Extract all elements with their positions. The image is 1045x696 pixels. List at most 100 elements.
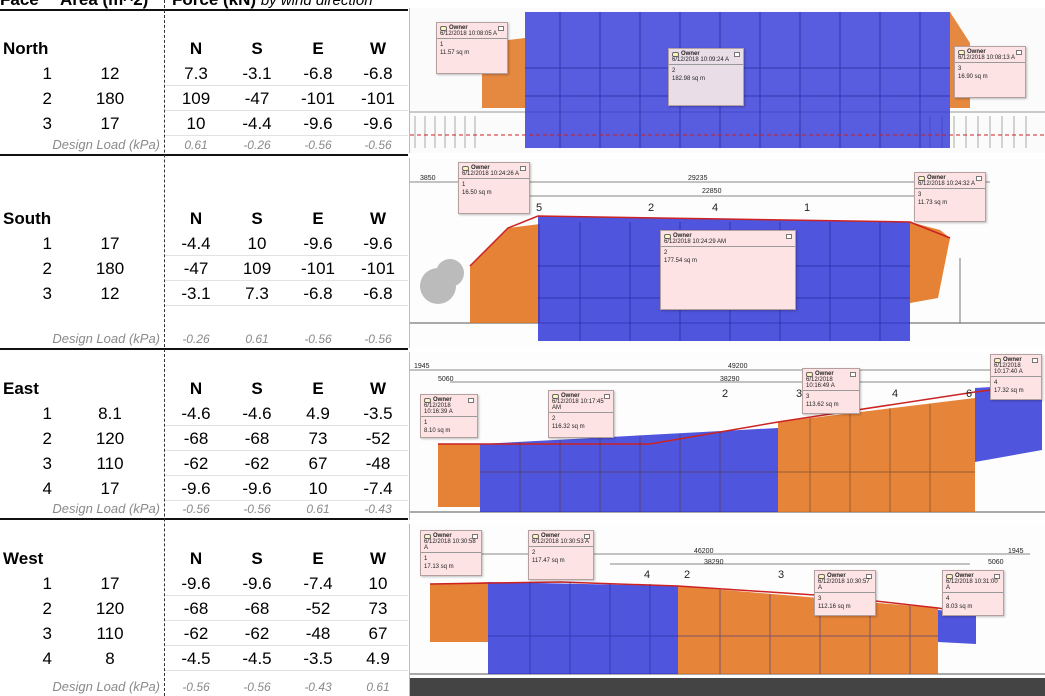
note-date: 6/12/2018 10:16:39 A xyxy=(421,403,477,417)
note-box-icon xyxy=(604,393,610,399)
force-cell: 4.9 xyxy=(306,404,330,423)
annotation-note[interactable]: Owner 6/12/2018 10:30:53 A 2 117.47 sq m xyxy=(528,530,594,580)
force-cell: -9.6 xyxy=(242,479,272,498)
design-load-cell: -0.43 xyxy=(304,680,332,694)
note-box-icon xyxy=(1016,49,1022,55)
region-callout: 4 xyxy=(644,569,651,581)
comment-icon xyxy=(918,175,925,181)
dimension-label: 46200 xyxy=(694,548,714,555)
design-load-label: Design Load (kPa) xyxy=(52,331,160,346)
south-elevation-panel[interactable]: 3850 29235 22850 5 2 4 1 Owner 6/12/2018… xyxy=(409,158,1045,348)
note-date: 6/12/2018 10:08:13 A xyxy=(955,55,1025,63)
direction-header: N xyxy=(189,209,203,228)
face-header-row: West N S E W xyxy=(0,546,408,571)
design-load-cell: -0.56 xyxy=(243,680,271,694)
area-cell: 17 xyxy=(100,234,120,253)
annotation-note[interactable]: Owner 6/12/2018 10:17:40 A 4 17.32 sq m xyxy=(990,354,1042,400)
annotation-note[interactable]: Owner 6/12/2018 10:30:57 A 3 112.16 sq m xyxy=(814,570,876,616)
annotation-note[interactable]: Owner 6/12/2018 10:17:45 AM 2 116.32 sq m xyxy=(548,390,614,438)
design-load-cell: 0.61 xyxy=(184,138,208,152)
table-header: Face Area (m^2) Force (kN) by wind direc… xyxy=(0,0,408,10)
annotation-note[interactable]: Owner 6/12/2018 10:16:49 A 3 113.62 sq m xyxy=(802,368,860,414)
direction-header: S xyxy=(251,209,263,228)
force-cell: -47 xyxy=(183,259,209,278)
design-load-label: Design Load (kPa) xyxy=(52,679,160,694)
comment-icon xyxy=(664,233,671,239)
annotation-note[interactable]: Owner 6/12/2018 10:24:29 AM 2 177.54 sq m xyxy=(660,230,796,310)
force-cell: -9.6 xyxy=(242,574,272,593)
grid-line xyxy=(165,280,408,281)
dimension-label: 1945 xyxy=(1008,548,1024,555)
row-index: 2 xyxy=(42,89,52,108)
direction-header: S xyxy=(251,549,263,568)
note-date: 6/12/2018 10:24:29 AM xyxy=(661,239,795,247)
note-date: 6/12/2018 10:17:40 A xyxy=(991,363,1041,377)
direction-header: W xyxy=(369,39,387,58)
section-divider xyxy=(0,348,408,350)
dimension-label: 1945 xyxy=(414,363,430,370)
design-load-cell: -0.56 xyxy=(304,138,332,152)
annotation-note[interactable]: Owner 6/12/2018 10:30:58 A 1 17.13 sq m xyxy=(420,530,482,576)
note-date: 6/12/2018 10:17:45 AM xyxy=(549,399,613,413)
force-cell: -3.5 xyxy=(363,404,393,423)
column-divider xyxy=(164,0,165,696)
north-elevation-panel[interactable]: Owner 6/12/2018 10:08:05 A 1 11.57 sq m O… xyxy=(409,8,1045,153)
direction-header: N xyxy=(189,39,203,58)
annotation-note[interactable]: Owner 6/12/2018 10:16:39 A 1 8.10 sq m xyxy=(420,394,478,438)
force-cell: -52 xyxy=(365,429,391,448)
note-number: 1 xyxy=(462,182,466,188)
note-number: 3 xyxy=(918,192,922,198)
force-cell: 4.9 xyxy=(366,649,390,668)
dimension-label: 29235 xyxy=(688,175,708,182)
annotation-note[interactable]: Owner 6/12/2018 10:09:24 A 2 182.98 sq m xyxy=(668,48,744,106)
annotation-note[interactable]: Owner 6/12/2018 10:24:26 A 1 16.50 sq m xyxy=(458,162,530,214)
region-callout: 3 xyxy=(796,388,803,400)
face-name: West xyxy=(3,549,44,568)
face-name: East xyxy=(3,379,39,398)
force-cell: -68 xyxy=(244,429,270,448)
row-index: 1 xyxy=(42,234,52,253)
note-area: 182.98 sq m xyxy=(672,76,706,82)
grid-line xyxy=(165,475,408,476)
dimension-label: 22850 xyxy=(702,188,722,195)
note-area: 116.32 sq m xyxy=(552,424,585,430)
force-cell: 67 xyxy=(368,624,388,643)
force-table: Face Area (m^2) Force (kN) by wind direc… xyxy=(0,0,408,696)
east-elevation-panel[interactable]: 1945 5060 49200 38290 2 3 4 6 Owner 6/12… xyxy=(409,352,1045,520)
table-row: 3 12 -3.1 7.3 -6.8 -6.8 xyxy=(0,281,408,306)
design-load-cell: -0.43 xyxy=(364,502,392,516)
note-number: 1 xyxy=(424,420,428,426)
section-divider xyxy=(0,154,408,156)
force-cell: -68 xyxy=(183,429,209,448)
note-author: Owner xyxy=(927,175,946,181)
header-force-note: by wind direction xyxy=(260,0,373,9)
grid-line xyxy=(165,110,408,111)
note-area: 8.10 sq m xyxy=(424,428,451,434)
force-cell: 10 xyxy=(308,479,328,498)
force-cell: 7.3 xyxy=(245,284,269,303)
annotation-note[interactable]: Owner 6/12/2018 10:08:05 A 1 11.57 sq m xyxy=(436,22,508,74)
annotation-note[interactable]: Owner 6/12/2018 10:24:32 A 3 11.73 sq m xyxy=(914,172,986,222)
design-load-cell: 0.61 xyxy=(366,680,390,694)
force-cell: 73 xyxy=(308,429,328,448)
annotation-note[interactable]: Owner 6/12/2018 10:31:00 A 4 8.03 sq m xyxy=(942,570,1004,616)
note-number: 1 xyxy=(424,556,428,562)
table-row: 3 17 10 -4.4 -9.6 -9.6 xyxy=(0,111,408,136)
design-load-label: Design Load (kPa) xyxy=(52,501,160,516)
west-elevation-panel[interactable]: 46200 38290 1945 5060 4 2 3 Owner 6/12/2… xyxy=(409,524,1045,696)
header-face: Face xyxy=(0,0,39,10)
annotation-note[interactable]: Owner 6/12/2018 10:08:13 A 3 16.90 sq m xyxy=(954,46,1026,98)
table-row: 2 180 109 -47 -101 -101 xyxy=(0,86,408,111)
force-cell: -47 xyxy=(244,89,270,108)
comment-icon xyxy=(552,393,559,399)
note-box-icon xyxy=(734,51,740,57)
note-area: 117.47 sq m xyxy=(532,558,565,564)
grid-line xyxy=(165,595,408,596)
force-cell: -6.8 xyxy=(363,64,393,83)
note-author: Owner xyxy=(827,573,846,579)
direction-header: N xyxy=(189,379,203,398)
note-author: Owner xyxy=(815,371,834,377)
note-author: Owner xyxy=(449,25,468,31)
table-row: 1 17 -4.4 10 -9.6 -9.6 xyxy=(0,231,408,256)
comment-icon xyxy=(672,51,679,57)
